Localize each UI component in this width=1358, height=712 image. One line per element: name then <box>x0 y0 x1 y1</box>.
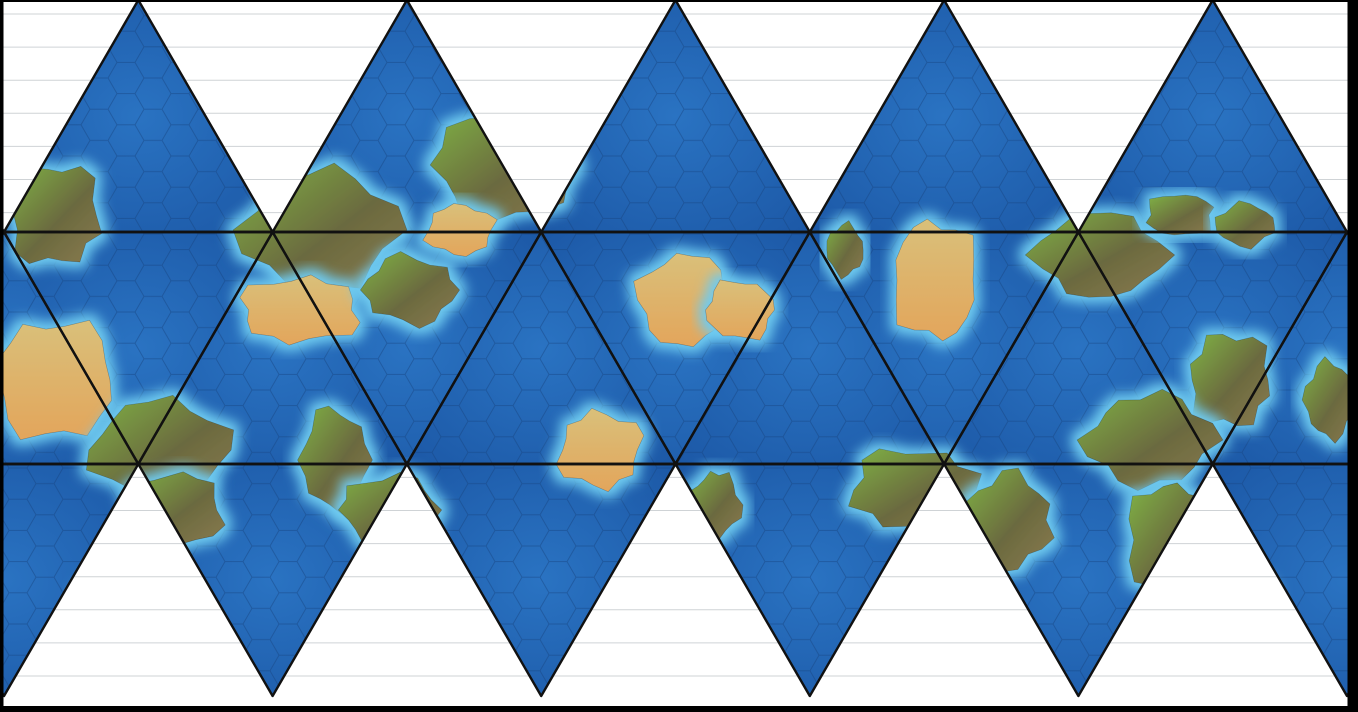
landmass-shape <box>896 219 974 341</box>
frame-right-edge <box>1350 0 1358 712</box>
landmass-shape <box>0 320 112 440</box>
landmass-shape <box>1146 195 1214 235</box>
frame-bottom-edge <box>0 706 1358 712</box>
